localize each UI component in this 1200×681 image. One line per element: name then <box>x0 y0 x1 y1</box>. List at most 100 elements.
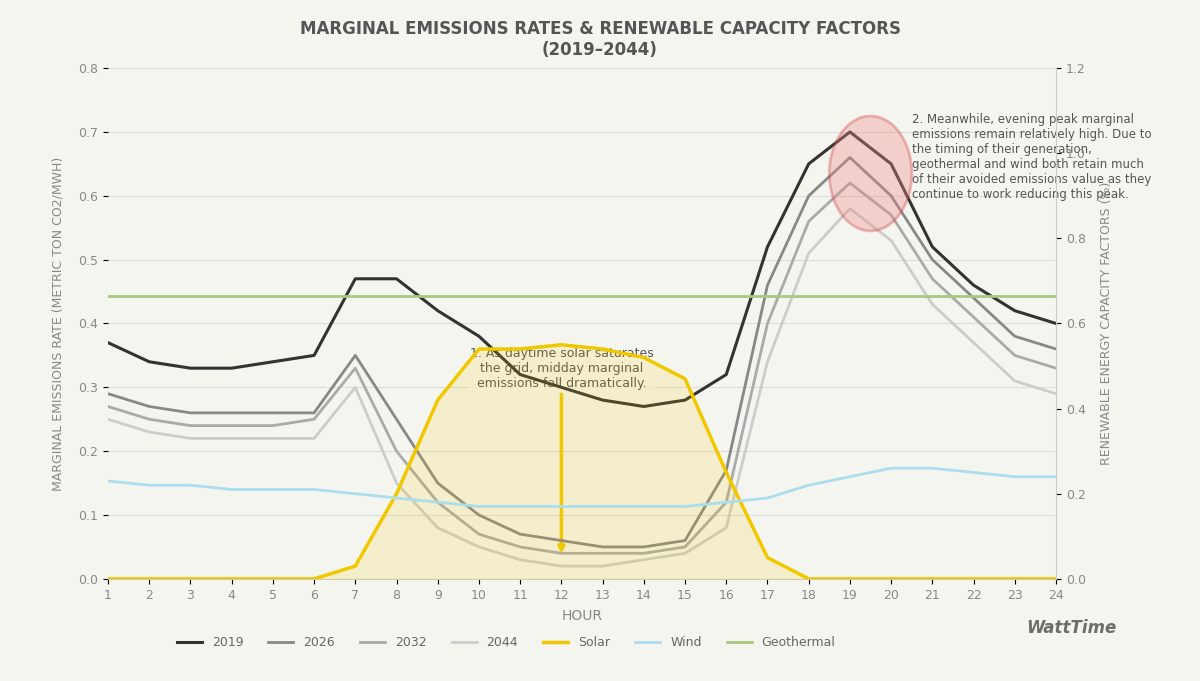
2019 <box>101 338 115 347</box>
2026 <box>472 511 486 519</box>
2044 <box>101 415 115 424</box>
2019 <box>512 370 527 379</box>
2032 <box>431 498 445 507</box>
2019 <box>224 364 239 373</box>
2032 <box>1008 351 1022 360</box>
2044 <box>184 434 198 443</box>
2026 <box>431 479 445 487</box>
2032 <box>265 422 280 430</box>
2032 <box>307 415 322 424</box>
2044 <box>142 428 156 436</box>
2032 <box>101 402 115 411</box>
2044 <box>595 562 610 570</box>
2032 <box>1049 364 1063 373</box>
2032 <box>142 415 156 424</box>
2019 <box>802 160 816 168</box>
2032 <box>761 319 775 328</box>
2044 <box>554 562 569 570</box>
2044 <box>348 383 362 392</box>
2032 <box>925 274 940 283</box>
2019 <box>761 243 775 251</box>
Ellipse shape <box>829 116 912 231</box>
Line: 2026: 2026 <box>108 157 1056 547</box>
2019 <box>472 332 486 340</box>
2032 <box>719 498 733 507</box>
2044 <box>925 300 940 308</box>
2019 <box>431 306 445 315</box>
2044 <box>761 358 775 366</box>
Text: 2. Meanwhile, evening peak marginal
emissions remain relatively high. Due to
the: 2. Meanwhile, evening peak marginal emis… <box>912 113 1151 201</box>
Y-axis label: MARGINAL EMISSIONS RATE (METRIC TON CO2/MWH): MARGINAL EMISSIONS RATE (METRIC TON CO2/… <box>52 157 65 490</box>
2026 <box>719 466 733 475</box>
2026 <box>1008 332 1022 340</box>
2019 <box>678 396 692 404</box>
2019 <box>554 383 569 392</box>
2019 <box>884 160 899 168</box>
2044 <box>224 434 239 443</box>
2032 <box>966 313 980 321</box>
2026 <box>554 537 569 545</box>
2032 <box>842 179 857 187</box>
2026 <box>101 390 115 398</box>
2032 <box>678 543 692 551</box>
X-axis label: HOUR: HOUR <box>562 609 602 622</box>
2026 <box>512 530 527 538</box>
2026 <box>925 255 940 264</box>
2019 <box>595 396 610 404</box>
2044 <box>842 204 857 212</box>
Text: 1. As daytime solar saturates
the grid, midday marginal
emissions fall dramatica: 1. As daytime solar saturates the grid, … <box>469 347 653 550</box>
2026 <box>595 543 610 551</box>
2044 <box>802 249 816 257</box>
2044 <box>307 434 322 443</box>
2019 <box>1049 319 1063 328</box>
2032 <box>554 549 569 557</box>
2044 <box>966 338 980 347</box>
2044 <box>512 556 527 564</box>
2019 <box>925 243 940 251</box>
2026 <box>884 192 899 200</box>
2019 <box>637 402 652 411</box>
2044 <box>1008 377 1022 385</box>
2019 <box>1008 306 1022 315</box>
2026 <box>802 192 816 200</box>
2019 <box>184 364 198 373</box>
2026 <box>637 543 652 551</box>
2032 <box>348 364 362 373</box>
2044 <box>678 549 692 557</box>
2026 <box>1049 345 1063 353</box>
Text: MARGINAL EMISSIONS RATES & RENEWABLE CAPACITY FACTORS
(2019–2044): MARGINAL EMISSIONS RATES & RENEWABLE CAP… <box>300 20 900 59</box>
2026 <box>389 415 403 424</box>
2032 <box>389 447 403 456</box>
Line: 2044: 2044 <box>108 208 1056 566</box>
2026 <box>184 409 198 417</box>
Line: 2032: 2032 <box>108 183 1056 553</box>
2044 <box>389 479 403 487</box>
2044 <box>431 524 445 532</box>
2044 <box>637 556 652 564</box>
2019 <box>142 358 156 366</box>
2044 <box>265 434 280 443</box>
2044 <box>719 524 733 532</box>
2044 <box>884 236 899 244</box>
2026 <box>307 409 322 417</box>
2026 <box>348 351 362 360</box>
2026 <box>678 537 692 545</box>
2026 <box>224 409 239 417</box>
2032 <box>802 217 816 225</box>
2032 <box>184 422 198 430</box>
2044 <box>472 543 486 551</box>
2019 <box>307 351 322 360</box>
2032 <box>637 549 652 557</box>
2026 <box>761 281 775 289</box>
2032 <box>595 549 610 557</box>
2019 <box>348 274 362 283</box>
Legend: 2019, 2026, 2032, 2044, Solar, Wind, Geothermal: 2019, 2026, 2032, 2044, Solar, Wind, Geo… <box>172 631 840 654</box>
2026 <box>265 409 280 417</box>
2032 <box>512 543 527 551</box>
2019 <box>842 128 857 136</box>
2019 <box>719 370 733 379</box>
2032 <box>884 211 899 219</box>
2019 <box>265 358 280 366</box>
2019 <box>389 274 403 283</box>
2044 <box>1049 390 1063 398</box>
